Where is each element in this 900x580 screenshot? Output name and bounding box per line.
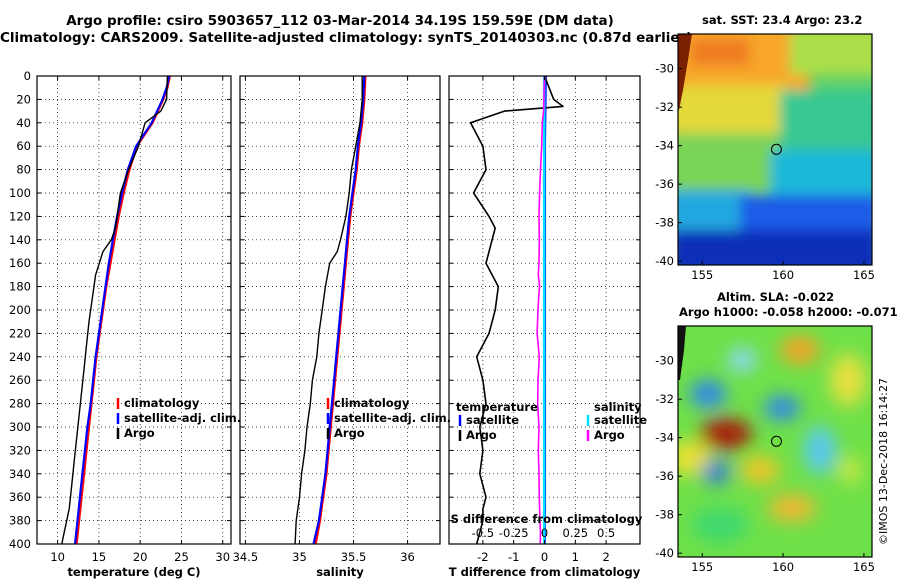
x-axis-label-diff: T difference from climatology bbox=[449, 565, 641, 579]
x-tick-label-temp: 25 bbox=[174, 550, 189, 564]
legend-label-climatology: climatology bbox=[334, 396, 410, 410]
y-tick-label-depth: 120 bbox=[9, 209, 31, 223]
sla-field bbox=[678, 326, 872, 557]
axes-frame-sal bbox=[239, 75, 441, 545]
y-tick-label-depth: 140 bbox=[9, 233, 31, 247]
legend-label-argo: Argo bbox=[334, 426, 365, 440]
legend-group-salinity: salinity bbox=[594, 400, 642, 414]
map-y-tick-label-sla: -30 bbox=[655, 354, 674, 368]
y-tick-label-depth: 320 bbox=[9, 443, 31, 457]
legend-label-salinity-satellite: satellite bbox=[594, 413, 647, 427]
map-y-tick-label-sla: -32 bbox=[655, 392, 674, 406]
sst-map-title: sat. SST: 23.4 Argo: 23.2 bbox=[702, 13, 863, 27]
x-tick-label-temp: 20 bbox=[133, 550, 148, 564]
y-tick-label-depth: 360 bbox=[9, 490, 31, 504]
x-tick-label-sal: 34.5 bbox=[233, 550, 259, 564]
map-y-tick-label-sst: -38 bbox=[655, 216, 674, 230]
series-diff-t-argo bbox=[469, 75, 564, 545]
sla-map-subtitle: Argo h1000: -0.058 h2000: -0.071 bbox=[679, 305, 898, 319]
argo-location-marker-sla bbox=[770, 435, 782, 447]
y-tick-label-depth: 200 bbox=[9, 303, 31, 317]
x-tick-label-s-diff: -0.25 bbox=[499, 526, 529, 540]
map-y-tick-label-sla: -40 bbox=[655, 546, 674, 560]
map-x-tick-label-sst: 160 bbox=[772, 268, 794, 282]
chart-title-line-2: Climatology: CARS2009. Satellite-adjuste… bbox=[0, 30, 693, 46]
x-tick-label-sal: 35.5 bbox=[341, 550, 367, 564]
x-tick-label-diff: 1 bbox=[572, 550, 579, 564]
chart-title-line-1: Argo profile: csiro 5903657_112 03-Mar-2… bbox=[66, 13, 614, 29]
legend-group-temperature: temperature bbox=[456, 400, 538, 414]
y-tick-label-depth: 280 bbox=[9, 397, 31, 411]
map-y-tick-label-sla: -38 bbox=[655, 508, 674, 522]
legend-label-temperature-argo: Argo bbox=[466, 428, 497, 442]
y-tick-label-depth: 340 bbox=[9, 467, 31, 481]
map-y-tick-label-sst: -34 bbox=[655, 139, 674, 153]
y-tick-label-depth: 20 bbox=[16, 92, 31, 106]
map-x-tick-label-sla: 155 bbox=[691, 560, 713, 574]
y-tick-label-depth: 100 bbox=[9, 186, 31, 200]
map-y-tick-label-sst: -30 bbox=[655, 62, 674, 76]
sst-field bbox=[678, 34, 872, 265]
legend-label-climatology: climatology bbox=[124, 396, 200, 410]
y-tick-label-depth: 380 bbox=[9, 514, 31, 528]
x-tick-label-s-diff: 0.25 bbox=[563, 526, 589, 540]
series-sal-argo bbox=[294, 76, 363, 545]
map-x-tick-label-sla: 165 bbox=[853, 560, 875, 574]
x-axis-label-s-diff: S difference from climatology bbox=[451, 512, 643, 526]
imos-timestamp: ©IMOS 13-Dec-2018 16:14:27 bbox=[877, 378, 890, 545]
x-tick-label-s-diff: 0.5 bbox=[597, 526, 615, 540]
y-tick-label-depth: 60 bbox=[16, 139, 31, 153]
x-tick-label-s-diff: -0.5 bbox=[472, 526, 494, 540]
sla-map-title: Altim. SLA: -0.022 bbox=[717, 290, 835, 304]
x-tick-label-sal: 35 bbox=[292, 550, 307, 564]
x-axis-label-sal: salinity bbox=[316, 565, 364, 579]
series-sal-satellite-adj-clim bbox=[312, 75, 366, 545]
map-y-tick-label-sla: -34 bbox=[655, 431, 674, 445]
legend-label-salinity-argo: Argo bbox=[594, 428, 625, 442]
x-tick-label-temp: 15 bbox=[92, 550, 107, 564]
y-tick-label-depth: 220 bbox=[9, 326, 31, 340]
y-tick-label-depth: 300 bbox=[9, 420, 31, 434]
map-x-tick-label-sst: 165 bbox=[853, 268, 875, 282]
x-tick-label-diff: -2 bbox=[477, 550, 488, 564]
legend-label-satellite-adj-clim: satellite-adj. clim. bbox=[334, 411, 451, 425]
x-tick-label-sal: 36 bbox=[400, 550, 415, 564]
series-temp-satellite-adj-clim bbox=[73, 75, 171, 545]
map-y-tick-label-sst: -36 bbox=[655, 177, 674, 191]
x-tick-label-diff: -1 bbox=[508, 550, 519, 564]
series-diff-s-argo bbox=[536, 75, 546, 545]
x-tick-label-temp: 10 bbox=[50, 550, 65, 564]
y-tick-label-depth: 0 bbox=[24, 69, 31, 83]
argo-location-marker-sst bbox=[770, 143, 782, 155]
map-y-tick-label-sla: -36 bbox=[655, 469, 674, 483]
y-tick-label-depth: 160 bbox=[9, 256, 31, 270]
y-tick-label-depth: 240 bbox=[9, 350, 31, 364]
map-frame-sst bbox=[677, 33, 873, 266]
x-tick-label-diff: 2 bbox=[602, 550, 609, 564]
axes-frame-temp bbox=[36, 75, 232, 545]
x-tick-label-temp: 30 bbox=[215, 550, 230, 564]
map-x-tick-label-sla: 160 bbox=[772, 560, 794, 574]
map-frame-sla bbox=[677, 325, 873, 558]
x-tick-label-diff: 0 bbox=[541, 550, 548, 564]
legend-label-satellite-adj-clim: satellite-adj. clim. bbox=[124, 411, 241, 425]
y-tick-label-depth: 260 bbox=[9, 373, 31, 387]
y-tick-label-depth: 180 bbox=[9, 280, 31, 294]
map-x-tick-label-sst: 155 bbox=[691, 268, 713, 282]
map-y-tick-label-sst: -32 bbox=[655, 100, 674, 114]
map-y-tick-label-sst: -40 bbox=[655, 254, 674, 268]
legend-label-argo: Argo bbox=[124, 426, 155, 440]
x-tick-label-s-diff: 0 bbox=[541, 526, 548, 540]
legend-label-temperature-satellite: satellite bbox=[466, 413, 519, 427]
y-tick-label-depth: 80 bbox=[16, 163, 31, 177]
x-axis-label-temp: temperature (deg C) bbox=[67, 565, 200, 579]
y-tick-label-depth: 400 bbox=[9, 537, 31, 551]
axes-frame-diff bbox=[448, 75, 641, 545]
series-temp-argo bbox=[61, 75, 169, 545]
y-tick-label-depth: 40 bbox=[16, 116, 31, 130]
